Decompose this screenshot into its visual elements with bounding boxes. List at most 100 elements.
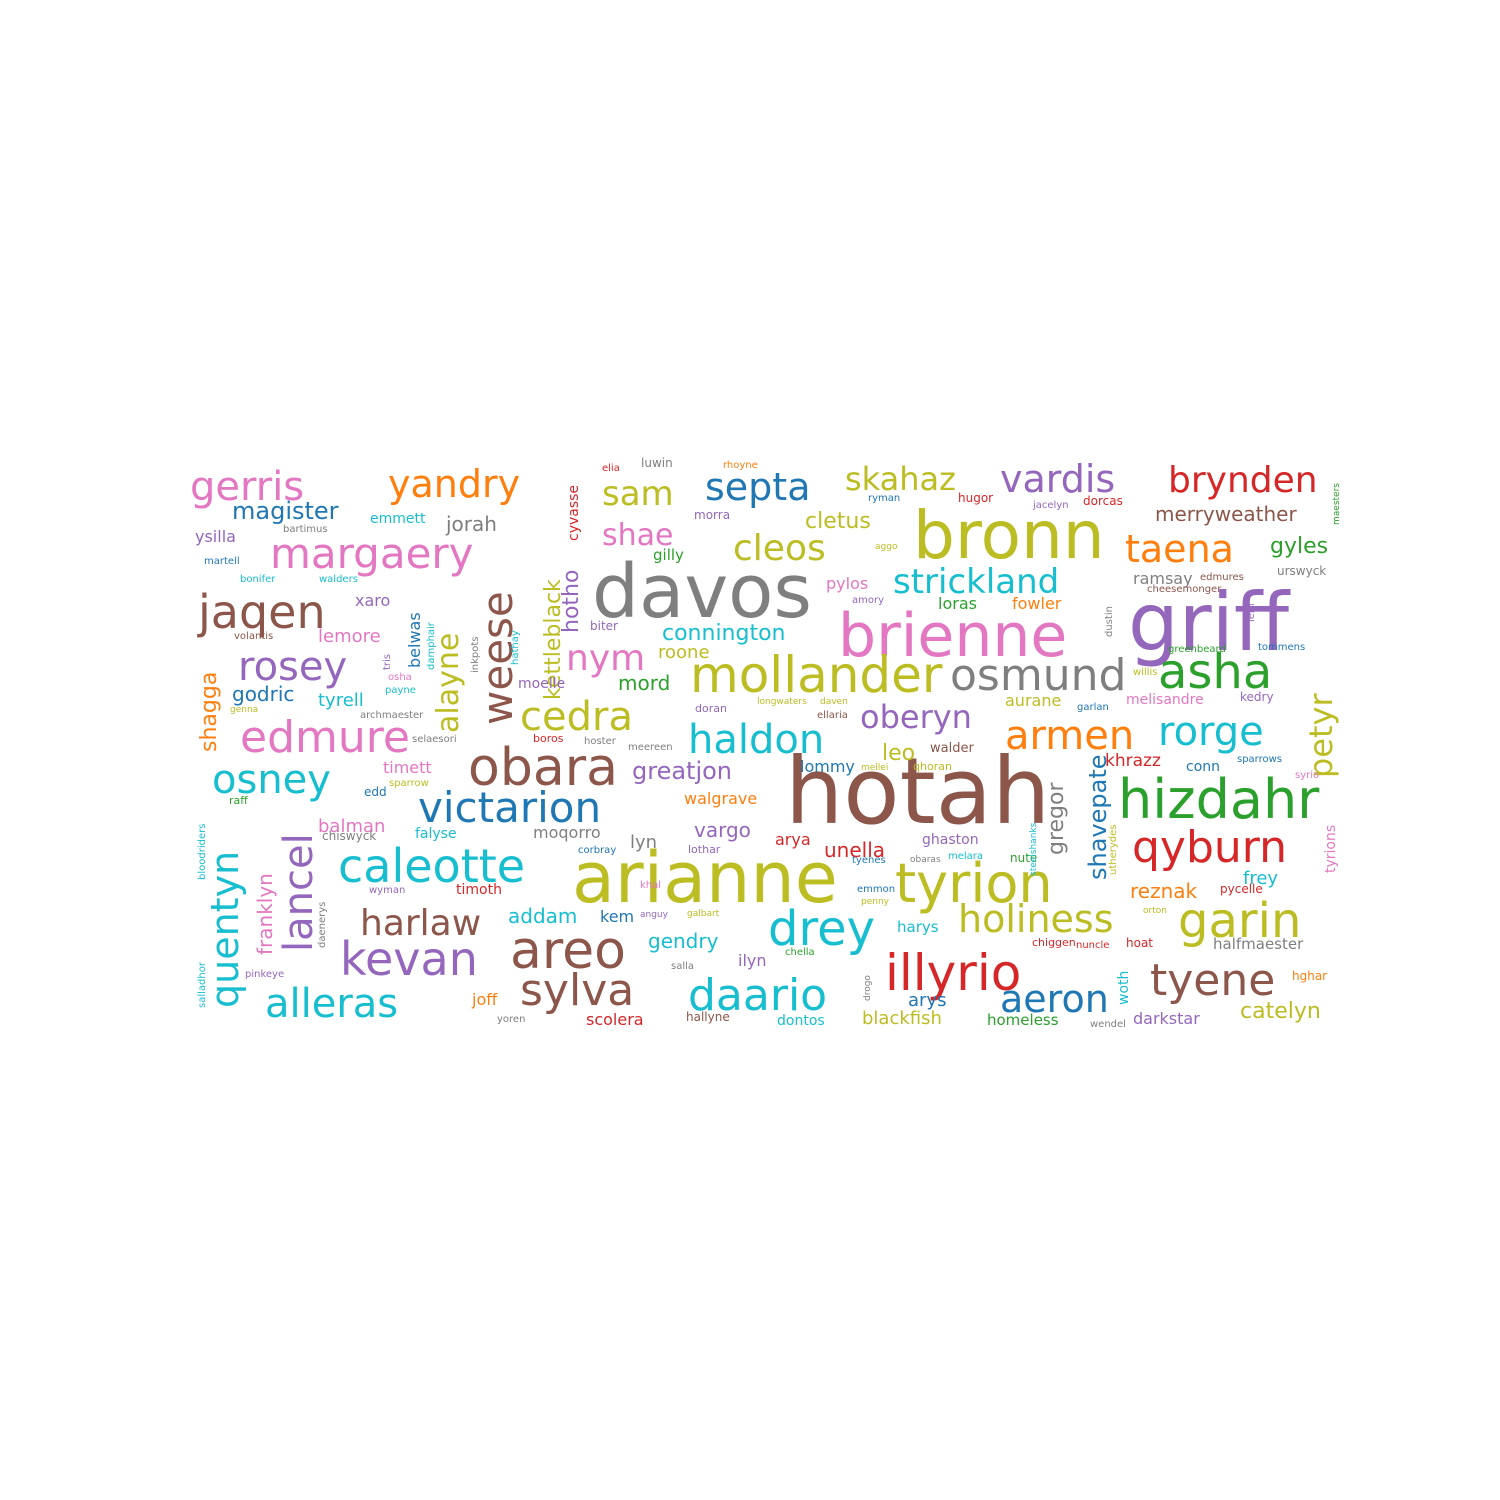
cloud-word-lommy: lommy [800,757,855,776]
cloud-word-scolera: scolera [586,1010,644,1029]
cloud-word-connington: connington [662,621,786,646]
cloud-word-lem: lem [1246,603,1257,622]
cloud-word-tyenes: tyenes [852,855,886,866]
cloud-word-meereen: meereen [628,742,673,753]
cloud-word-salla: salla [671,961,694,972]
cloud-word-hotho: hotho [559,570,584,633]
cloud-word-raff: raff [229,794,248,807]
cloud-word-arys: arys [908,990,946,1011]
cloud-word-septa: septa [705,465,810,509]
cloud-word-edmures: edmures [1200,572,1244,583]
cloud-word-gyles: gyles [1270,534,1328,559]
cloud-word-biter: biter [590,619,618,633]
cloud-word-gendry: gendry [648,929,719,953]
cloud-word-wendel: wendel [1090,1019,1126,1030]
cloud-word-vardis: vardis [1000,457,1115,501]
cloud-word-syrio: syrio [1295,770,1319,781]
cloud-word-dontos: dontos [777,1013,825,1029]
cloud-word-daario: daario [688,970,827,1021]
cloud-word-edmure: edmure [240,712,410,763]
cloud-word-jacelyn: jacelyn [1032,500,1069,511]
cloud-word-corbray: corbray [578,845,616,856]
cloud-word-xaro: xaro [355,591,390,610]
cloud-word-daenerys: daenerys [317,902,328,948]
cloud-word-tyrion: tyrion [895,852,1053,915]
cloud-word-drogo: drogo [863,975,873,1001]
cloud-word-steelshanks: steelshanks [1029,822,1039,876]
cloud-word-blackfish: blackfish [862,1008,942,1029]
cloud-word-skahaz: skahaz [845,460,956,498]
cloud-word-joff: joff [471,990,498,1009]
cloud-word-hathay: hathay [510,630,521,665]
cloud-word-wyman: wyman [369,885,405,896]
cloud-word-hugor: hugor [958,491,993,505]
cloud-word-oberyn: oberyn [860,698,972,736]
cloud-word-greenbeard: greenbeard [1168,644,1226,655]
cloud-word-frey: frey [1243,868,1278,889]
cloud-word-longwaters: longwaters [757,697,807,707]
cloud-word-martell: martell [204,556,240,567]
cloud-word-jorah: jorah [445,512,497,536]
cloud-word-ramsay: ramsay [1133,569,1193,588]
cloud-word-davos: davos [592,549,812,635]
cloud-word-aurane: aurane [1005,691,1061,710]
cloud-word-edd: edd [364,785,387,799]
cloud-word-dorcas: dorcas [1083,494,1123,508]
cloud-word-walder: walder [930,741,974,756]
cloud-word-magister: magister [232,497,339,525]
cloud-word-darkstar: darkstar [1133,1009,1200,1028]
cloud-word-vargo: vargo [694,818,751,842]
cloud-word-cedra: cedra [520,694,633,740]
cloud-word-ilyn: ilyn [738,951,767,970]
cloud-word-cleos: cleos [733,528,826,569]
cloud-word-woth: woth [1116,971,1132,1005]
cloud-word-yandry: yandry [388,462,520,506]
cloud-word-ghaston: ghaston [922,832,979,848]
cloud-word-osmund: osmund [950,650,1126,701]
cloud-word-genna: genna [230,705,258,715]
cloud-word-tris: tris [382,654,393,670]
cloud-word-brynden: brynden [1168,460,1318,501]
cloud-word-alayne: alayne [431,633,466,733]
cloud-word-halfmaester: halfmaester [1213,935,1304,953]
cloud-word-tyene: tyene [1150,955,1275,1006]
cloud-word-tyrell: tyrell [318,690,364,711]
cloud-word-lyn: lyn [630,832,657,853]
cloud-word-arianne: arianne [572,837,838,919]
cloud-word-harys: harys [897,918,939,936]
cloud-word-melisandre: melisandre [1126,692,1204,708]
cloud-word-nute: nute [1010,851,1037,865]
cloud-word-asha: asha [1158,644,1272,700]
cloud-word-reznak: reznak [1130,879,1198,903]
cloud-word-payne: payne [385,685,416,696]
cloud-word-pylos: pylos [826,574,868,593]
cloud-word-shae: shae [602,518,673,553]
cloud-word-qhoran: qhoran [913,760,952,773]
cloud-word-hizdahr: hizdahr [1118,768,1320,831]
cloud-word-arya: arya [775,830,811,849]
cloud-word-kettleblack: kettleblack [541,579,566,700]
cloud-word-garlan: garlan [1077,702,1109,713]
cloud-word-addam: addam [508,904,577,928]
cloud-word-pycelle: pycelle [1220,882,1263,896]
cloud-word-kem: kem [600,907,634,926]
cloud-word-moelle: moelle [518,676,565,692]
cloud-word-griff: griff [1128,576,1291,669]
cloud-word-catelyn: catelyn [1240,999,1321,1024]
cloud-word-luwin: luwin [641,456,673,470]
cloud-word-roone: roone [658,642,710,663]
cloud-word-daven: daven [820,697,848,707]
cloud-word-penny: penny [861,897,890,907]
cloud-word-bloodriders: bloodriders [197,824,208,880]
cloud-word-hoster: hoster [584,736,617,747]
cloud-word-harlaw: harlaw [360,903,481,944]
cloud-word-doran: doran [695,702,727,715]
cloud-word-sparrows: sparrows [1237,754,1282,765]
cloud-word-aggo: aggo [875,542,898,552]
cloud-word-holiness: holiness [958,897,1114,941]
cloud-word-hghar: hghar [1292,969,1327,983]
cloud-word-rhoyne: rhoyne [723,460,758,471]
cloud-word-cletus: cletus [805,509,871,534]
cloud-word-haldon: haldon [688,717,824,763]
